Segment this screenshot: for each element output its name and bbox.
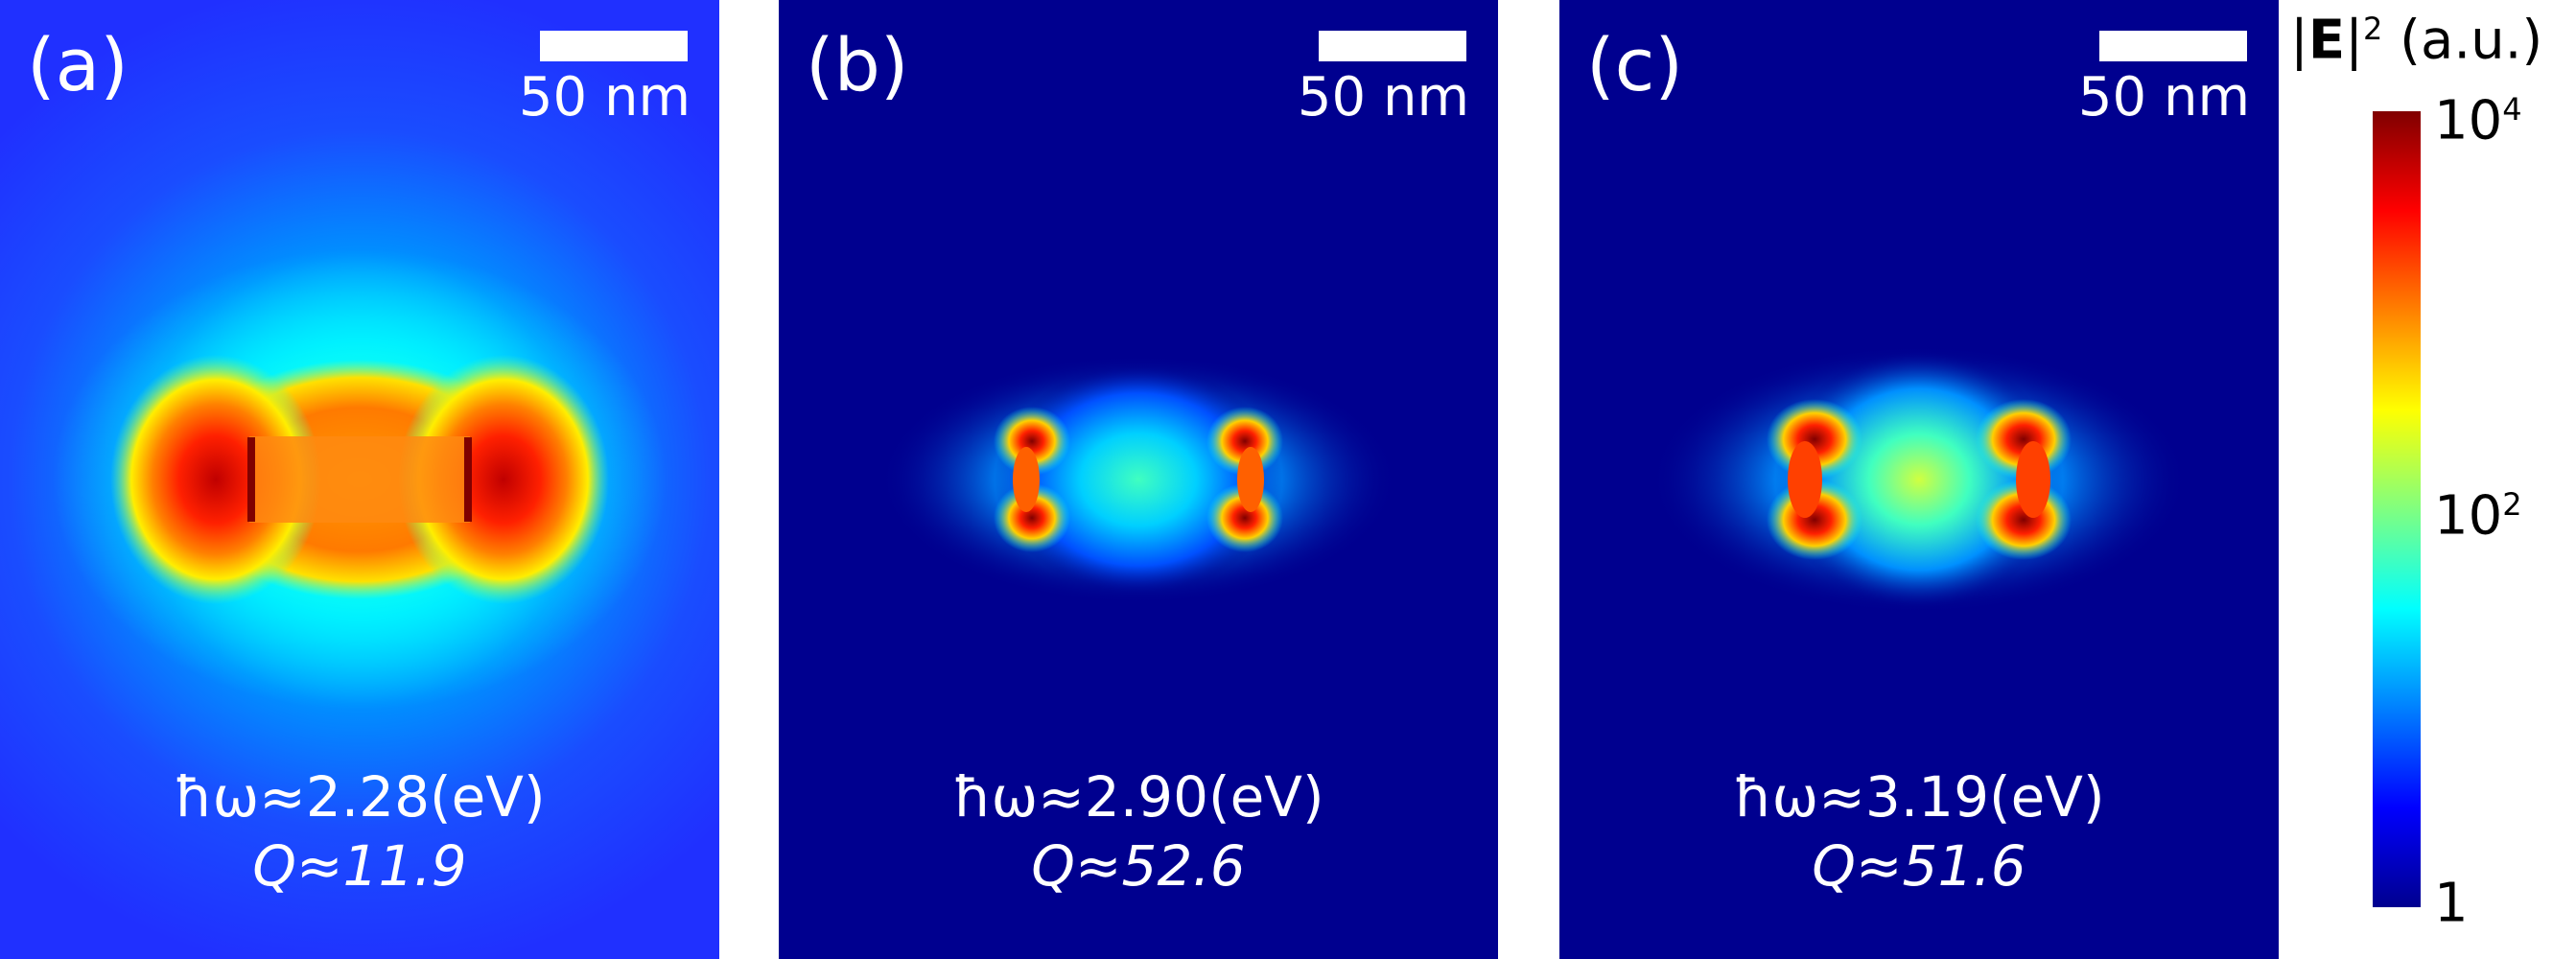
colorbar-tick-top: 104 [2434,89,2522,152]
field-map-b [779,0,1498,959]
energy-label: ħω≈2.28(eV) [174,764,546,830]
energy-label: ħω≈2.90(eV) [952,764,1324,830]
scale-label: 50 nm [1297,66,1469,129]
scale-label: 50 nm [518,66,691,129]
scale-bar [2099,31,2247,61]
rod-edge-right [464,437,472,522]
edge-left [1788,441,1822,518]
nanorod [249,436,470,523]
panel-c: (c) 50 nm ħω≈3.19(eV) Q≈51.6 [1559,0,2279,959]
edge-right [1237,447,1264,512]
hotspot-2 [994,483,1070,552]
colorbar-title: |E|2 (a.u.) [2290,9,2543,72]
rod-edge-left [247,437,255,522]
edge-right [2016,441,2050,518]
right-lobe [398,355,609,604]
hotspot-1 [994,407,1070,476]
colorbar-tick-bottom: 1 [2434,872,2469,935]
field-map-c [1559,0,2279,959]
panel-label: (c) [1586,22,1684,107]
q-factor-label: Q≈52.6 [1031,833,1246,899]
hotspot-4 [1206,483,1283,552]
left-lobe [110,355,321,604]
colorbar [2373,111,2421,907]
panel-label: (a) [27,22,129,107]
scale-bar [1319,31,1466,61]
scale-label: 50 nm [2077,66,2250,129]
panel-label: (b) [806,22,909,107]
panel-a: (a) 50 nm ħω≈2.28(eV) Q≈11.9 [0,0,719,959]
center-glow [995,364,1282,595]
energy-label: ħω≈3.19(eV) [1733,764,2105,830]
colorbar-tick-mid: 102 [2434,484,2522,548]
panel-b: (b) 50 nm ħω≈2.90(eV) Q≈52.6 [779,0,1498,959]
scale-bar [540,31,688,61]
q-factor-label: Q≈11.9 [252,833,467,899]
edge-left [1013,447,1040,512]
q-factor-label: Q≈51.6 [1812,833,2026,899]
hotspot-3 [1206,407,1283,476]
field-map-a [0,0,719,959]
